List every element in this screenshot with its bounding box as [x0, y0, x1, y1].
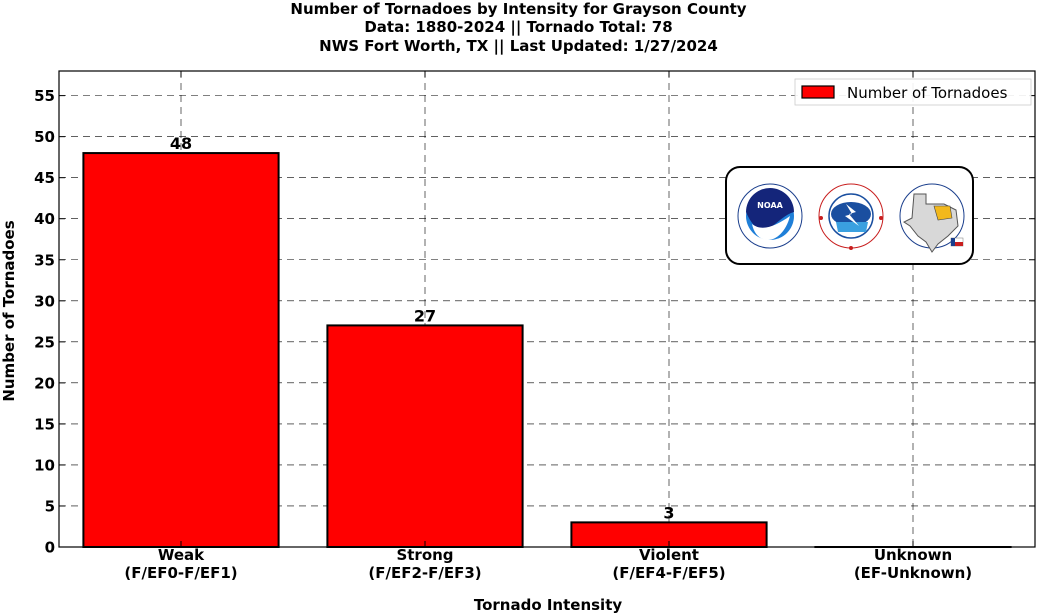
- x-axis-ticks: Weak(F/EF0-F/EF1) Strong(F/EF2-F/EF3) Viol…: [124, 71, 972, 582]
- texas-map-logo: [899, 183, 965, 253]
- x-tick-label: Weak: [158, 546, 205, 564]
- y-tick-label: 20: [34, 374, 55, 392]
- y-tick-label: 45: [34, 169, 55, 187]
- y-tick-label: 40: [34, 210, 55, 228]
- x-tick-label: Unknown: [874, 546, 952, 564]
- y-tick-label: 35: [34, 251, 55, 269]
- bar-data-label: 3: [663, 503, 674, 522]
- y-tick-label: 10: [34, 456, 55, 474]
- bar-data-label: 27: [414, 306, 436, 325]
- x-tick-label: (F/EF2-F/EF3): [368, 564, 481, 582]
- x-tick-label: (EF-Unknown): [854, 564, 972, 582]
- y-tick-label: 30: [34, 292, 55, 310]
- bar: [326, 324, 524, 548]
- x-tick-label: Violent: [639, 546, 699, 564]
- bar: [82, 152, 280, 548]
- y-tick-label: 0: [45, 539, 55, 557]
- logo-panel: NOAA: [725, 166, 974, 265]
- nws-logo: [818, 183, 884, 250]
- y-axis-label: Number of Tornadoes: [0, 220, 18, 401]
- legend: Number of Tornadoes: [794, 78, 1032, 106]
- y-axis-ticks: 0 5 10 15 20 25 30 35 40 45 50 55: [34, 87, 1035, 557]
- bar-data-labels: 48 27 3: [170, 134, 675, 522]
- x-axis-label: Tornado Intensity: [474, 596, 623, 614]
- legend-swatch: [801, 85, 835, 99]
- chart-title-line-3: NWS Fort Worth, TX || Last Updated: 1/27…: [319, 37, 718, 55]
- y-tick-label: 55: [34, 87, 55, 105]
- y-tick-label: 25: [34, 333, 55, 351]
- legend-label: Number of Tornadoes: [847, 84, 1008, 102]
- x-tick-label: Strong: [396, 546, 453, 564]
- chart-title-line-2: Data: 1880-2024 || Tornado Total: 78: [364, 18, 673, 36]
- chart-title-line-1: Number of Tornadoes by Intensity for Gra…: [290, 0, 747, 18]
- y-tick-label: 5: [45, 497, 55, 515]
- plot-frame: [58, 70, 1036, 548]
- x-tick-label: (F/EF4-F/EF5): [612, 564, 725, 582]
- y-tick-label: 50: [34, 128, 55, 146]
- x-tick-label: (F/EF0-F/EF1): [124, 564, 237, 582]
- noaa-logo: NOAA: [737, 183, 803, 249]
- y-tick-label: 15: [34, 415, 55, 433]
- svg-text:NOAA: NOAA: [757, 201, 783, 210]
- bar-data-label: 48: [170, 134, 192, 153]
